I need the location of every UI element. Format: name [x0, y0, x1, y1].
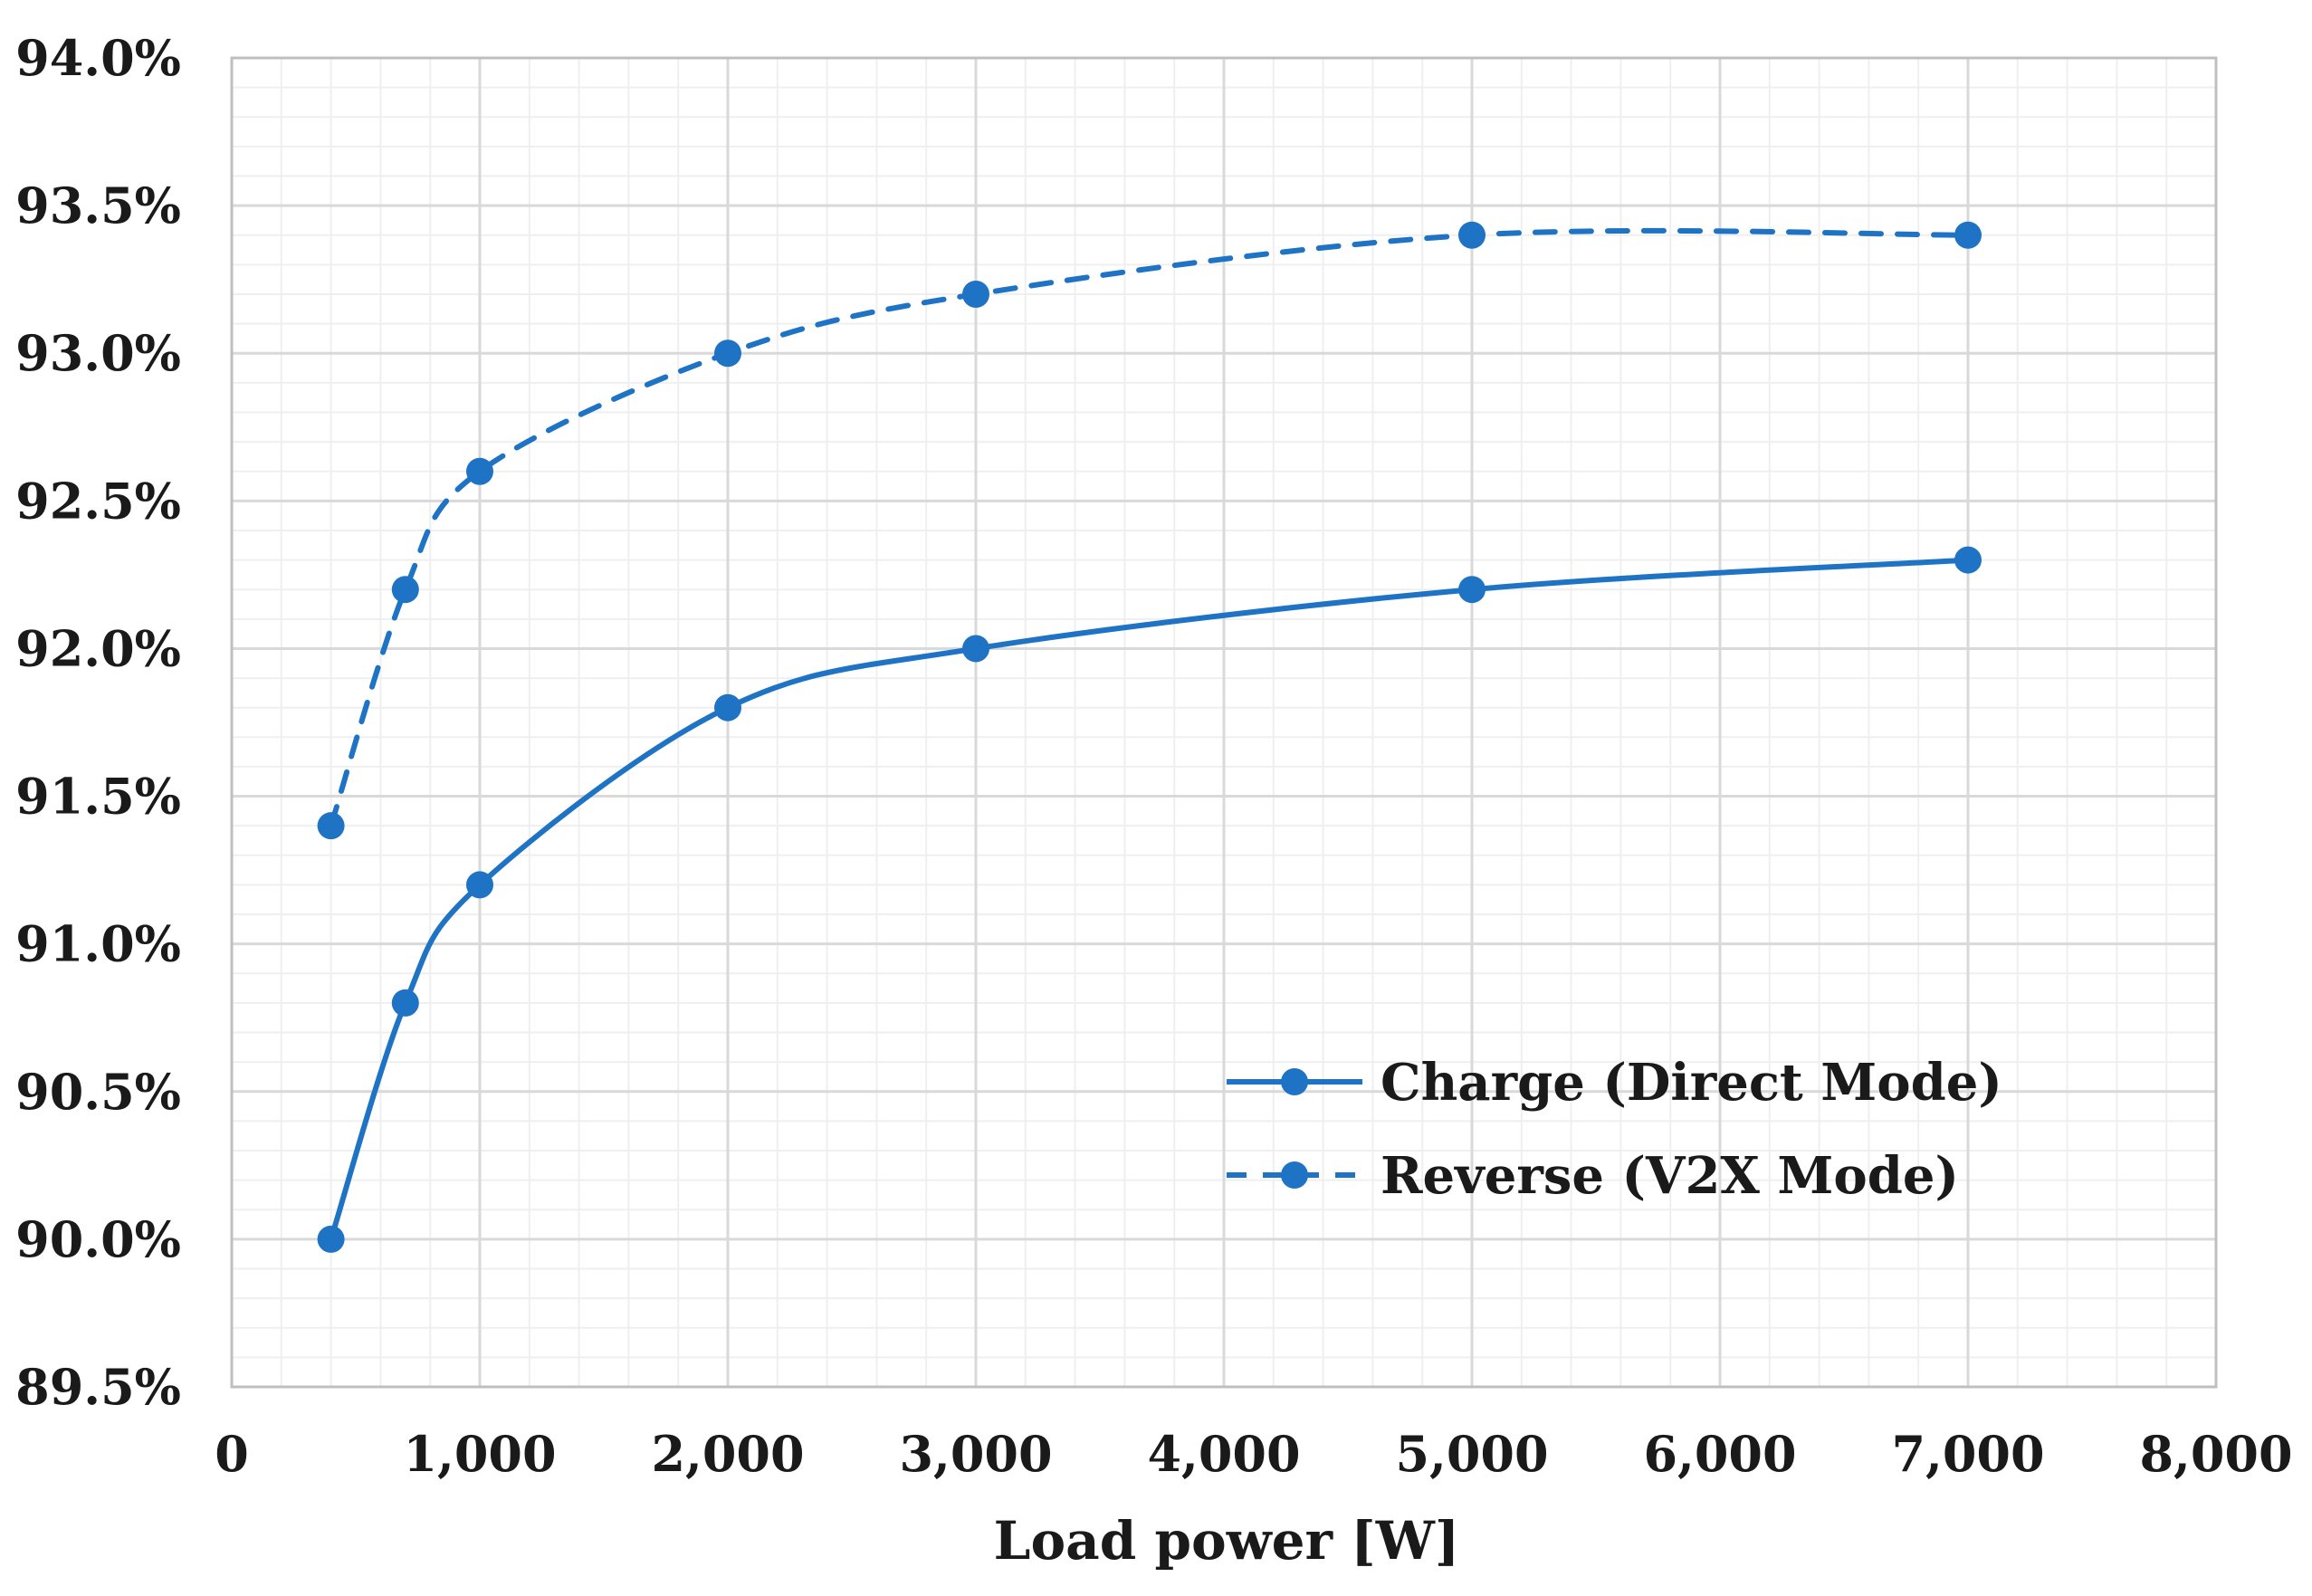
- y-tick-label: 93.0%: [15, 324, 181, 382]
- series-1-point: [1954, 546, 1982, 574]
- series-1-point: [391, 989, 419, 1017]
- plot-border: [230, 56, 2218, 1389]
- x-tick-label: 3,000: [899, 1425, 1052, 1483]
- x-tick-label: 4,000: [1147, 1425, 1300, 1483]
- x-tick-label: 6,000: [1643, 1425, 1796, 1483]
- legend: Charge (Direct Mode) Reverse (V2X Mode): [1227, 1053, 2002, 1206]
- legend-swatch-marker-2: [1281, 1161, 1308, 1189]
- y-axis-tick-labels: 89.5% 90.0% 90.5% 91.0% 91.5% 92.0% 92.5% 93.0%…: [15, 29, 181, 1416]
- y-tick-label: 93.5%: [15, 177, 181, 234]
- series-2-point: [317, 812, 345, 840]
- series-2-point: [714, 339, 741, 368]
- x-axis-title: Load power [W]: [994, 1510, 1460, 1572]
- series-1-point: [317, 1225, 345, 1253]
- x-axis-tick-labels: 0 1,000 2,000 3,000 4,000 5,000 6,000 7,000 8,00…: [215, 1425, 2292, 1483]
- y-tick-label: 90.0%: [15, 1210, 181, 1268]
- y-tick-label: 91.0%: [15, 915, 181, 973]
- series-1-point: [714, 693, 741, 722]
- series-layer: [317, 221, 1982, 1253]
- series-2-point: [466, 457, 493, 485]
- legend-label-2: Reverse (V2X Mode): [1381, 1146, 1959, 1206]
- series-1-point: [962, 635, 989, 663]
- y-tick-label: 90.5%: [15, 1063, 181, 1121]
- x-tick-label: 5,000: [1395, 1425, 1548, 1483]
- y-tick-label: 91.5%: [15, 768, 181, 826]
- series-2-point: [391, 576, 419, 604]
- x-tick-label: 1,000: [403, 1425, 556, 1483]
- y-tick-label: 89.5%: [15, 1358, 181, 1416]
- legend-label-1: Charge (Direct Mode): [1381, 1053, 2002, 1113]
- series-line-1: [328, 557, 1971, 1242]
- x-tick-label: 7,000: [1891, 1425, 2044, 1483]
- series-2-point: [1954, 221, 1982, 249]
- x-tick-label: 2,000: [651, 1425, 804, 1483]
- x-tick-label: 0: [215, 1425, 249, 1483]
- series-1-point: [466, 871, 493, 899]
- y-tick-label: 92.5%: [15, 472, 181, 530]
- plot-area: [230, 56, 2218, 1389]
- series-2-point: [962, 280, 989, 308]
- y-tick-label: 94.0%: [15, 29, 181, 87]
- series-2-point: [1458, 221, 1486, 249]
- x-tick-label: 8,000: [2139, 1425, 2292, 1483]
- y-tick-label: 92.0%: [15, 619, 181, 677]
- series-1-point: [1458, 576, 1486, 604]
- legend-swatch-marker-1: [1281, 1068, 1308, 1095]
